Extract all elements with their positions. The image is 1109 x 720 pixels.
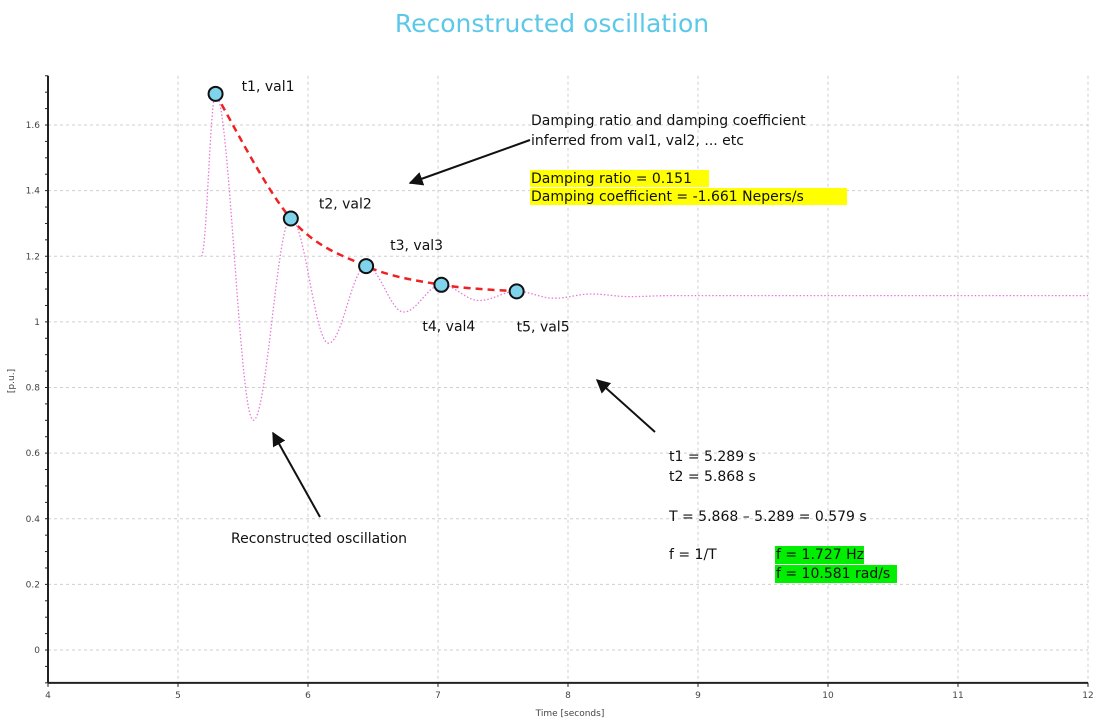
- peak-marker: [207, 85, 224, 102]
- arrow-frequency: [595, 379, 656, 433]
- period-text: T = 5.868 – 5.289 = 0.579 s: [668, 509, 867, 525]
- damping-annotation: Damping ratio and damping coefficient in…: [530, 113, 847, 205]
- x-tick-label: 11: [952, 691, 963, 701]
- peak-label: t4, val4: [422, 319, 475, 335]
- oscillation-line: [200, 92, 1088, 422]
- x-tick-label: 5: [175, 691, 181, 701]
- y-tick-label: 0.4: [26, 515, 41, 525]
- y-tick-label: 1.2: [26, 252, 40, 262]
- series: t1, val1 t2, val2 t3, val3 t4, val4 t5, val5: [200, 79, 1088, 422]
- chart-title: Reconstructed oscillation: [395, 9, 709, 38]
- x-tick-label: 10: [822, 691, 834, 701]
- highlight-green-1: [775, 546, 864, 564]
- axes: 4 5 6 7 8 9 10 11 12 0 0.2 0.4 0.6 0.8 1 1.2 1.4 1.6: [26, 75, 1094, 701]
- y-tick-label: 1.4: [26, 187, 41, 197]
- y-axis-label: [p.u.]: [7, 369, 17, 393]
- y-tick-label: 0.8: [26, 384, 41, 394]
- damping-text-line2: inferred from val1, val2, ... etc: [531, 133, 744, 149]
- highlight-yellow-2: [530, 188, 847, 205]
- peak-marker: [282, 210, 299, 227]
- y-tick-label: 1: [34, 318, 40, 328]
- x-tick-label: 7: [435, 691, 441, 701]
- f-rad-text: f = 10.581 rad/s: [776, 566, 890, 582]
- highlight-green-2: [775, 565, 897, 583]
- x-tick-label: 8: [565, 691, 571, 701]
- y-tick-label: 1.6: [26, 121, 41, 131]
- x-tick-label: 6: [305, 691, 311, 701]
- y-tick-label: 0.6: [26, 449, 41, 459]
- x-tick-label: 9: [695, 691, 701, 701]
- f-hz-text: f = 1.727 Hz: [776, 547, 864, 563]
- highlight-yellow-1: [530, 170, 709, 187]
- y-tick-label: 0: [34, 646, 40, 656]
- envelope-line: [214, 93, 517, 293]
- peak-label: t3, val3: [390, 238, 443, 254]
- damping-ratio-text: Damping ratio = 0.151: [531, 171, 692, 187]
- x-tick-label: 4: [45, 691, 51, 701]
- damping-text-line1: Damping ratio and damping coefficient: [531, 113, 806, 129]
- oscillation-label: Reconstructed oscillation: [231, 531, 407, 547]
- arrow-damping: [408, 139, 531, 186]
- peak-label: t5, val5: [517, 319, 570, 335]
- x-tick-label: 12: [1082, 691, 1093, 701]
- peak-marker: [508, 283, 525, 300]
- damping-coefficient-text: Damping coefficient = -1.661 Nepers/s: [531, 189, 804, 205]
- y-tick-label: 0.2: [26, 580, 40, 590]
- grid: [48, 75, 1089, 683]
- f-def-text: f = 1/T: [669, 547, 717, 563]
- peak-label: t1, val1: [242, 79, 295, 95]
- peak-marker: [433, 276, 450, 293]
- peak-label: t2, val2: [319, 197, 372, 213]
- t1-text: t1 = 5.289 s: [669, 449, 756, 465]
- frequency-annotation: t1 = 5.289 s t2 = 5.868 s T = 5.868 – 5.…: [668, 449, 897, 583]
- t2-text: t2 = 5.868 s: [669, 469, 756, 485]
- x-axis-label: Time [seconds]: [535, 709, 605, 719]
- peak-marker: [358, 258, 375, 275]
- arrow-oscillation: [272, 431, 321, 518]
